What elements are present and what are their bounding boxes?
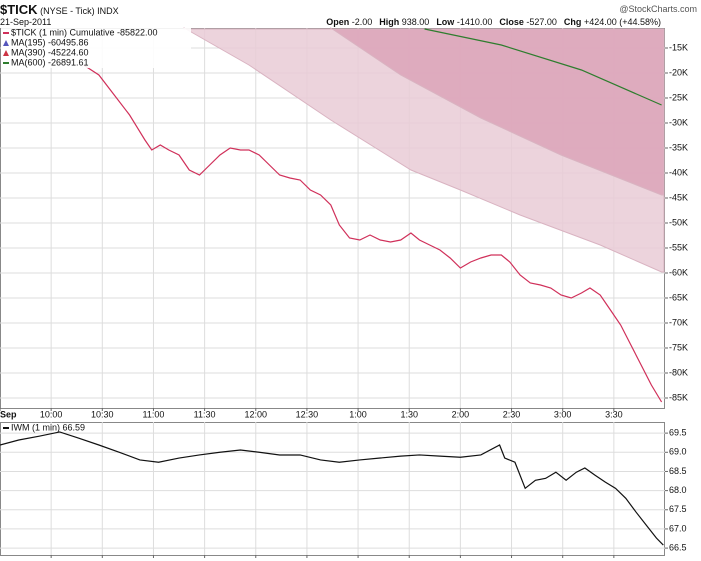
y-tick-label: -25K bbox=[669, 92, 688, 102]
source: @StockCharts.com bbox=[619, 4, 697, 14]
y-tick-label: 69.5 bbox=[669, 427, 687, 437]
y-tick-label: -45K bbox=[669, 192, 688, 202]
symbol: $TICK bbox=[0, 2, 38, 17]
y-tick-label: 66.5 bbox=[669, 542, 687, 552]
legend-bg bbox=[1, 58, 191, 68]
quote-value: +424.00 (+44.58%) bbox=[583, 17, 661, 27]
legend-entry: MA(195) -60495.86 bbox=[11, 37, 89, 47]
y-tick-label: -55K bbox=[669, 242, 688, 252]
legend-swatch bbox=[3, 40, 9, 46]
y-tick-label: -30K bbox=[669, 117, 688, 127]
quote-label: Open bbox=[326, 17, 350, 27]
y-tick-label: -70K bbox=[669, 317, 688, 327]
legend-bg bbox=[1, 38, 191, 48]
quote-label: Low bbox=[436, 17, 455, 27]
x-tick-label: 3:00 bbox=[554, 409, 572, 419]
plot-area bbox=[0, 422, 665, 556]
y-tick-label: 68.5 bbox=[669, 466, 687, 476]
x-tick-label: 10:30 bbox=[91, 409, 114, 419]
grid bbox=[0, 422, 665, 555]
series-line bbox=[0, 431, 664, 546]
title: $TICK (NYSE - Tick) INDX bbox=[0, 2, 119, 17]
x-tick-label: Sep bbox=[0, 409, 17, 419]
exchange: (NYSE - Tick) bbox=[40, 6, 95, 16]
y-tick-label: 67.0 bbox=[669, 523, 687, 533]
y-tick-label: -50K bbox=[669, 217, 688, 227]
x-tick-label: 1:30 bbox=[400, 409, 418, 419]
legend-entry: MA(600) -26891.61 bbox=[11, 57, 89, 67]
quote: Open -2.00 High 938.00 Low -1410.00 Close -… bbox=[319, 17, 661, 27]
date: 21-Sep-2011 bbox=[0, 17, 52, 27]
x-tick-label: 10:00 bbox=[40, 409, 63, 419]
kind: INDX bbox=[97, 6, 119, 16]
x-tick-label: 11:30 bbox=[194, 409, 216, 419]
y-tick-label: -60K bbox=[669, 267, 688, 277]
x-tick-label: 12:00 bbox=[245, 409, 268, 419]
x-tick-label: 1:00 bbox=[349, 409, 367, 419]
series-line bbox=[83, 64, 663, 403]
series-line bbox=[424, 28, 662, 106]
quote-label: Close bbox=[499, 17, 524, 27]
x-tick-label: 2:30 bbox=[503, 409, 521, 419]
quote-value: -527.00 bbox=[526, 17, 557, 27]
legend-entry: $TICK (1 min) Cumulative -85822.00 bbox=[11, 27, 158, 37]
y-tick-label: -75K bbox=[669, 342, 688, 352]
quote-value: -2.00 bbox=[351, 17, 373, 27]
x-tick-label: 2:00 bbox=[452, 409, 470, 419]
y-tick-label: -15K bbox=[669, 42, 688, 52]
x-tick-label: 12:30 bbox=[296, 409, 319, 419]
y-tick-label: -35K bbox=[669, 142, 688, 152]
y-tick-label: 69.0 bbox=[669, 447, 687, 457]
legend-entry: MA(390) -45224.60 bbox=[11, 47, 89, 57]
legend-bg bbox=[1, 28, 191, 38]
x-tick-label: 3:30 bbox=[605, 409, 623, 419]
legend-swatch bbox=[3, 50, 9, 56]
legend-bg bbox=[1, 48, 191, 58]
y-tick-label: -80K bbox=[669, 367, 688, 377]
y-tick-label: -65K bbox=[669, 292, 688, 302]
legend-entry: IWM (1 min) 66.59 bbox=[11, 422, 85, 432]
quote-label: Chg bbox=[563, 17, 582, 27]
y-tick-label: 68.0 bbox=[669, 485, 687, 495]
y-tick-label: -40K bbox=[669, 167, 688, 177]
y-tick-label: 67.5 bbox=[669, 504, 687, 514]
x-tick-label: 11:00 bbox=[143, 409, 165, 419]
quote-value: 938.00 bbox=[401, 17, 430, 27]
quote-label: High bbox=[379, 17, 400, 27]
quote-value: -1410.00 bbox=[456, 17, 493, 27]
y-tick-label: -20K bbox=[669, 67, 688, 77]
y-tick-label: -85K bbox=[669, 392, 688, 402]
